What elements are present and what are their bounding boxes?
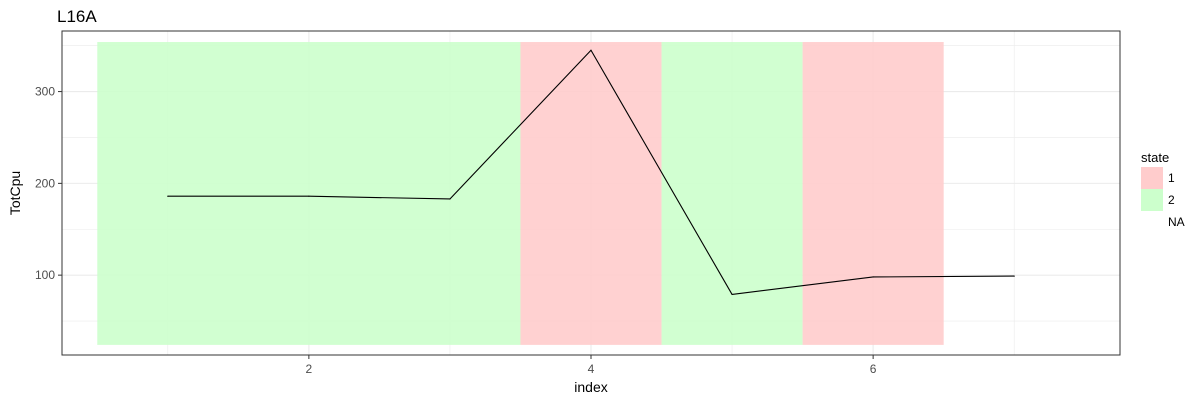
data-point <box>872 276 874 278</box>
y-tick-label: 300 <box>35 85 55 99</box>
y-tick-label: 100 <box>35 268 55 282</box>
data-point <box>590 49 592 51</box>
legend-title: state <box>1141 150 1169 165</box>
legend-key-2 <box>1141 189 1163 211</box>
legend-label: NA <box>1168 215 1185 229</box>
series-layer <box>167 49 1015 296</box>
x-axis-title: index <box>574 379 607 395</box>
state-band-2 <box>97 42 521 345</box>
data-point <box>449 198 451 200</box>
legend-key-1 <box>1141 167 1163 189</box>
axis-layer: 2 4 6 100 200 300 <box>35 85 877 376</box>
data-point <box>167 195 169 197</box>
state-band-2 <box>661 42 803 345</box>
legend-label: 1 <box>1168 171 1175 185</box>
data-point <box>308 195 310 197</box>
state-band-layer <box>97 42 944 345</box>
x-tick-label: 2 <box>306 362 313 376</box>
chart-title: L16A <box>57 7 97 26</box>
state-band-1 <box>802 42 944 345</box>
data-point <box>1013 275 1015 277</box>
legend-label: 2 <box>1168 193 1175 207</box>
legend: state 1 2 NA <box>1141 150 1185 229</box>
y-axis-title: TotCpu <box>7 171 23 215</box>
legend-entries: 1 2 NA <box>1141 167 1185 229</box>
x-tick-label: 4 <box>588 362 595 376</box>
data-point <box>731 293 733 296</box>
y-tick-label: 200 <box>35 176 55 190</box>
state-band-1 <box>520 42 662 345</box>
x-tick-label: 6 <box>870 362 877 376</box>
